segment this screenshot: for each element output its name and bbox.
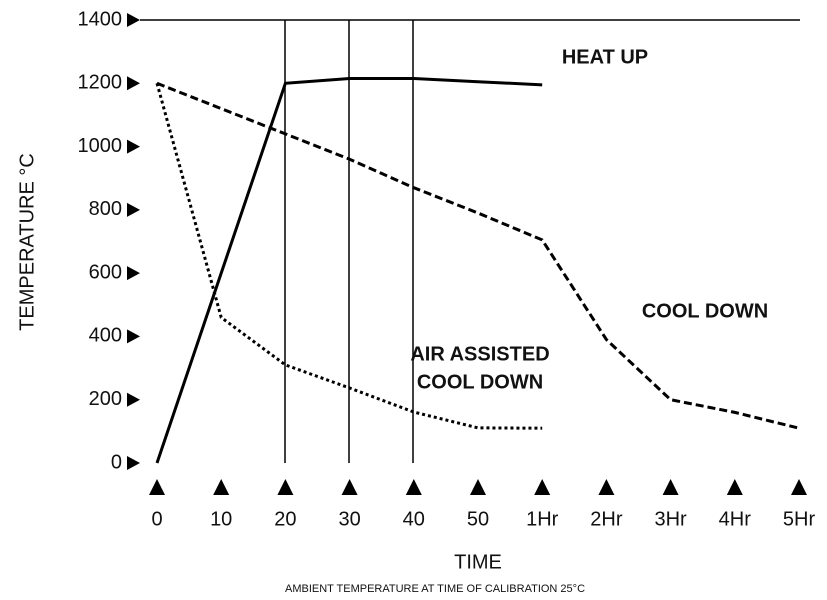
x-tick-label: 50 [467, 508, 489, 530]
y-tick-marker [127, 76, 140, 91]
y-tick-marker [127, 139, 140, 154]
x-tick-marker [277, 479, 294, 495]
x-tick-label: 10 [210, 508, 232, 530]
series-line [156, 81, 800, 430]
x-axis-label: TIME [454, 551, 502, 573]
y-tick-label: 600 [89, 261, 122, 283]
footnote: AMBIENT TEMPERATURE AT TIME OF CALIBRATI… [285, 583, 585, 595]
y-tick-marker [127, 13, 140, 27]
y-tick-marker [127, 392, 140, 407]
x-tick-label: 20 [274, 508, 296, 530]
y-tick-label: 400 [89, 325, 122, 347]
x-tick-marker [726, 479, 743, 495]
x-tick-marker [534, 479, 551, 495]
x-tick-label: 4Hr [719, 508, 752, 530]
x-tick-marker [405, 479, 422, 495]
y-tick-marker [127, 456, 140, 470]
y-tick-label: 200 [89, 388, 122, 410]
x-tick-marker [598, 479, 615, 495]
x-tick-label: 40 [403, 508, 425, 530]
series-line [155, 77, 543, 464]
y-tick-marker [127, 329, 140, 344]
x-tick-marker [470, 479, 486, 495]
y-axis-label: TEMPERATURE °C [16, 153, 38, 331]
y-tick-label: 0 [111, 451, 122, 473]
x-tick-label: 3Hr [654, 508, 687, 530]
x-tick-marker [149, 479, 165, 495]
x-tick-marker [791, 479, 807, 495]
x-tick-marker [213, 479, 230, 495]
x-tick-label: 5Hr [783, 508, 816, 530]
y-tick-label: 1400 [78, 8, 123, 30]
annotation: HEAT UP [562, 46, 648, 68]
annotation: COOL DOWN [642, 300, 768, 322]
series-line [155, 82, 543, 430]
x-tick-label: 30 [338, 508, 360, 530]
y-tick-marker [127, 202, 140, 217]
y-tick-label: 1200 [78, 72, 123, 94]
x-tick-label: 2Hr [590, 508, 623, 530]
x-tick-marker [662, 479, 679, 495]
x-tick-marker [341, 479, 358, 495]
y-tick-marker [127, 266, 140, 281]
y-tick-label: 1000 [78, 135, 123, 157]
annotation: COOL DOWN [417, 371, 543, 393]
annotation: AIR ASSISTED [410, 343, 549, 365]
y-tick-label: 800 [89, 198, 122, 220]
x-tick-label: 0 [151, 508, 162, 530]
x-tick-label: 1Hr [526, 508, 559, 530]
